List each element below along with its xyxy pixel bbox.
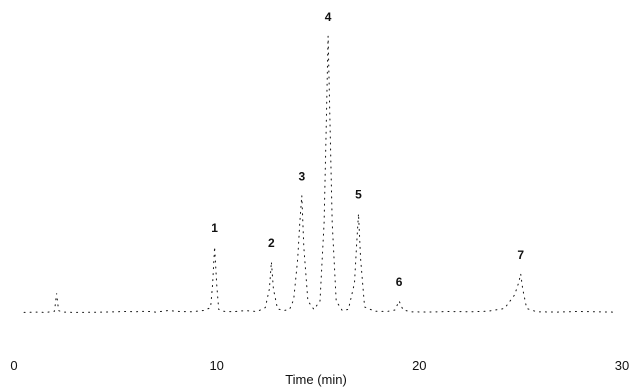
peak-label-5: 5 <box>355 188 362 202</box>
x-axis-ticks: 0 10 20 30 <box>10 358 629 373</box>
x-tick-label: 20 <box>412 358 426 373</box>
peak-label-4: 4 <box>325 10 332 24</box>
chromatogram-trace <box>23 36 615 313</box>
x-tick-label: 10 <box>209 358 223 373</box>
peak-label-7: 7 <box>517 248 524 262</box>
peak-labels: 1 2 3 4 5 6 7 <box>211 10 524 289</box>
peak-label-6: 6 <box>396 275 403 289</box>
x-tick-label: 30 <box>615 358 629 373</box>
peak-label-3: 3 <box>298 170 305 184</box>
x-tick-label: 0 <box>10 358 17 373</box>
x-axis-title: Time (min) <box>285 372 347 387</box>
chromatogram-line <box>23 36 615 313</box>
peak-label-2: 2 <box>268 236 275 250</box>
peak-label-1: 1 <box>211 221 218 235</box>
